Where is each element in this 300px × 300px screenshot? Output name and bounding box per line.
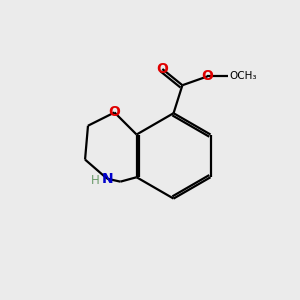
Text: N: N	[101, 172, 113, 186]
Text: O: O	[202, 69, 213, 83]
Text: O: O	[156, 62, 168, 76]
Text: H: H	[90, 174, 99, 187]
Text: O: O	[109, 106, 120, 119]
Text: OCH₃: OCH₃	[230, 71, 257, 81]
